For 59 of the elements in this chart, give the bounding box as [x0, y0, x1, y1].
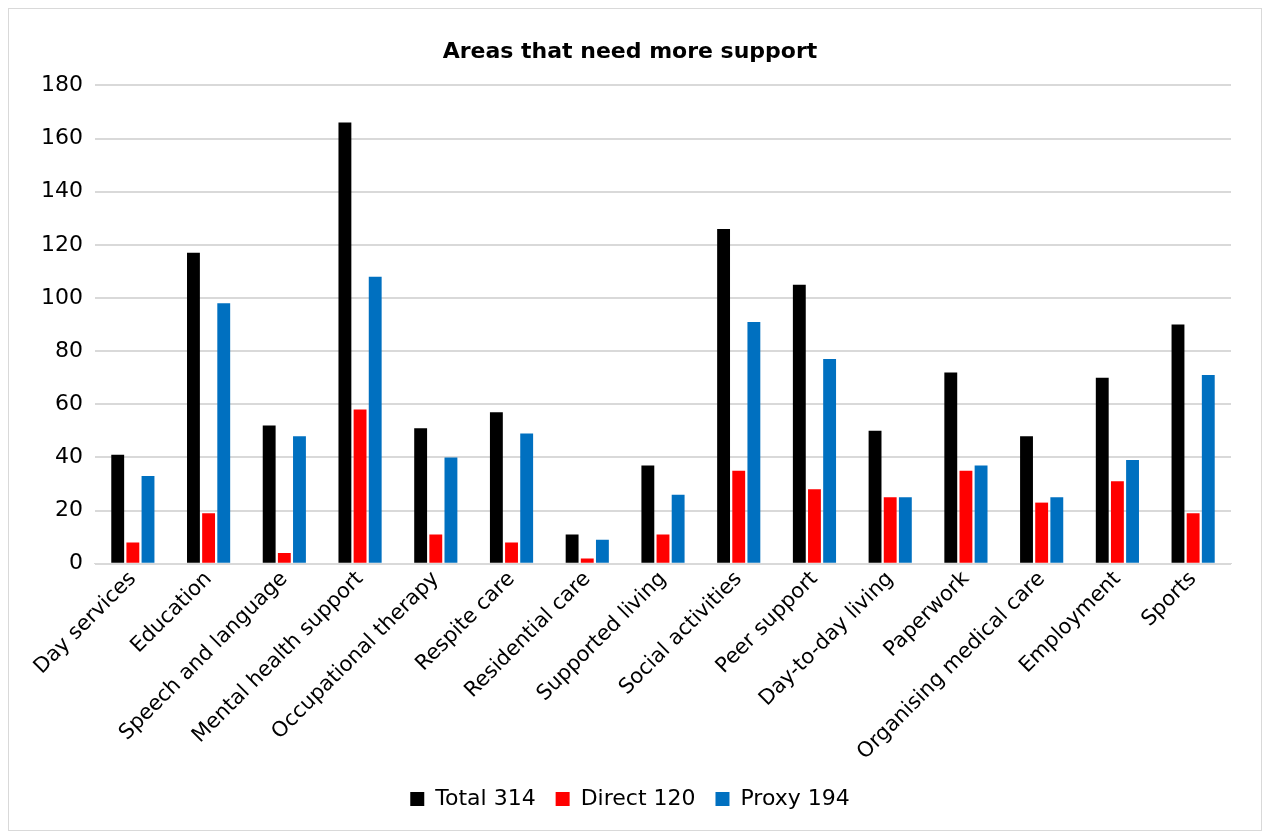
y-tick-label: 180: [40, 71, 83, 97]
legend-label: Proxy 194: [740, 784, 850, 810]
bar: [883, 497, 897, 563]
bar: [505, 542, 518, 563]
y-tick-label: 60: [54, 390, 83, 415]
y-tick-label: 80: [54, 336, 83, 362]
bar: [1186, 513, 1200, 563]
bar: [974, 465, 988, 563]
bar: [944, 372, 958, 563]
bar: [126, 542, 140, 563]
bar: [1095, 377, 1109, 563]
y-tick-label: 40: [54, 443, 83, 469]
bar: [489, 412, 503, 563]
bar: [1126, 460, 1139, 563]
bar: [1110, 481, 1124, 563]
bar: [187, 252, 200, 563]
bar: [565, 534, 579, 563]
bar: [898, 497, 912, 563]
bar: [671, 494, 685, 563]
legend-label: Direct 120: [580, 784, 696, 810]
bar: [141, 476, 155, 563]
bar: [808, 489, 821, 563]
y-tick-label: 0: [68, 549, 83, 575]
bar: [580, 558, 594, 563]
bar: [202, 513, 216, 563]
legend-label: Total 314: [434, 784, 536, 810]
bar: [732, 470, 746, 563]
bar: [293, 436, 306, 563]
bar: [338, 122, 352, 563]
bar: [368, 276, 382, 563]
bar: [868, 430, 882, 563]
bar: [444, 457, 458, 563]
bar: [1171, 324, 1185, 563]
bar: [641, 465, 655, 563]
bar: [717, 228, 731, 563]
bar: [1050, 497, 1064, 563]
bar: [1020, 436, 1033, 563]
bar: [595, 539, 609, 563]
y-tick-label: 120: [40, 230, 83, 256]
bar: [111, 454, 125, 563]
bar: [277, 553, 291, 563]
y-tick-label: 140: [40, 177, 83, 203]
bar: [217, 303, 231, 563]
y-tick-label: 100: [40, 283, 83, 309]
bar: [429, 534, 443, 563]
bar: [414, 428, 428, 563]
bar: [520, 433, 534, 563]
y-tick-label: 20: [54, 496, 83, 522]
bar: [792, 284, 806, 563]
y-tick-label: 160: [40, 124, 83, 150]
bar: [1035, 502, 1049, 563]
bar: [959, 470, 973, 563]
bar: [353, 409, 367, 563]
bar: [656, 534, 670, 563]
chart-title: Areas that need more support: [442, 37, 818, 63]
bar: [1201, 375, 1215, 563]
bar: [823, 359, 837, 563]
bar: [262, 425, 276, 563]
bar: [747, 321, 761, 563]
